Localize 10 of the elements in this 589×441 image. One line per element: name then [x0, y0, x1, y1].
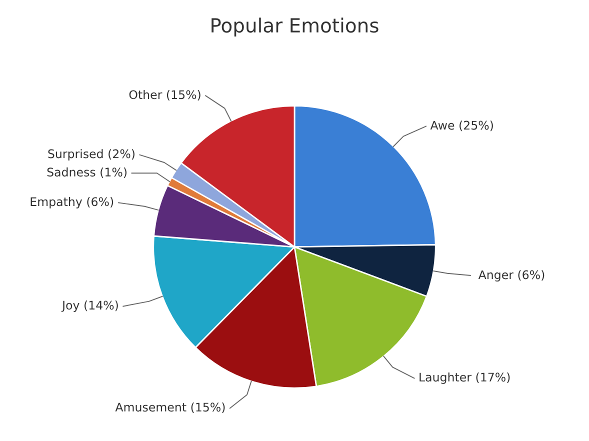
slice-label: Surprised (2%)	[48, 149, 134, 161]
slice-label: Anger (6%)	[478, 270, 544, 282]
slice-label: Other (15%)	[129, 90, 200, 101]
slice-label: Amusement (15%)	[115, 402, 225, 413]
slice-label: Sadness (1%)	[47, 167, 127, 178]
slice-label: Joy (14%)	[61, 300, 118, 312]
slice-label: Empathy (6%)	[30, 196, 114, 208]
slice-label: Laughter (17%)	[420, 372, 510, 384]
slice-label: Awe (25%)	[430, 120, 493, 132]
chart-title: Popular Emotions	[212, 18, 378, 36]
